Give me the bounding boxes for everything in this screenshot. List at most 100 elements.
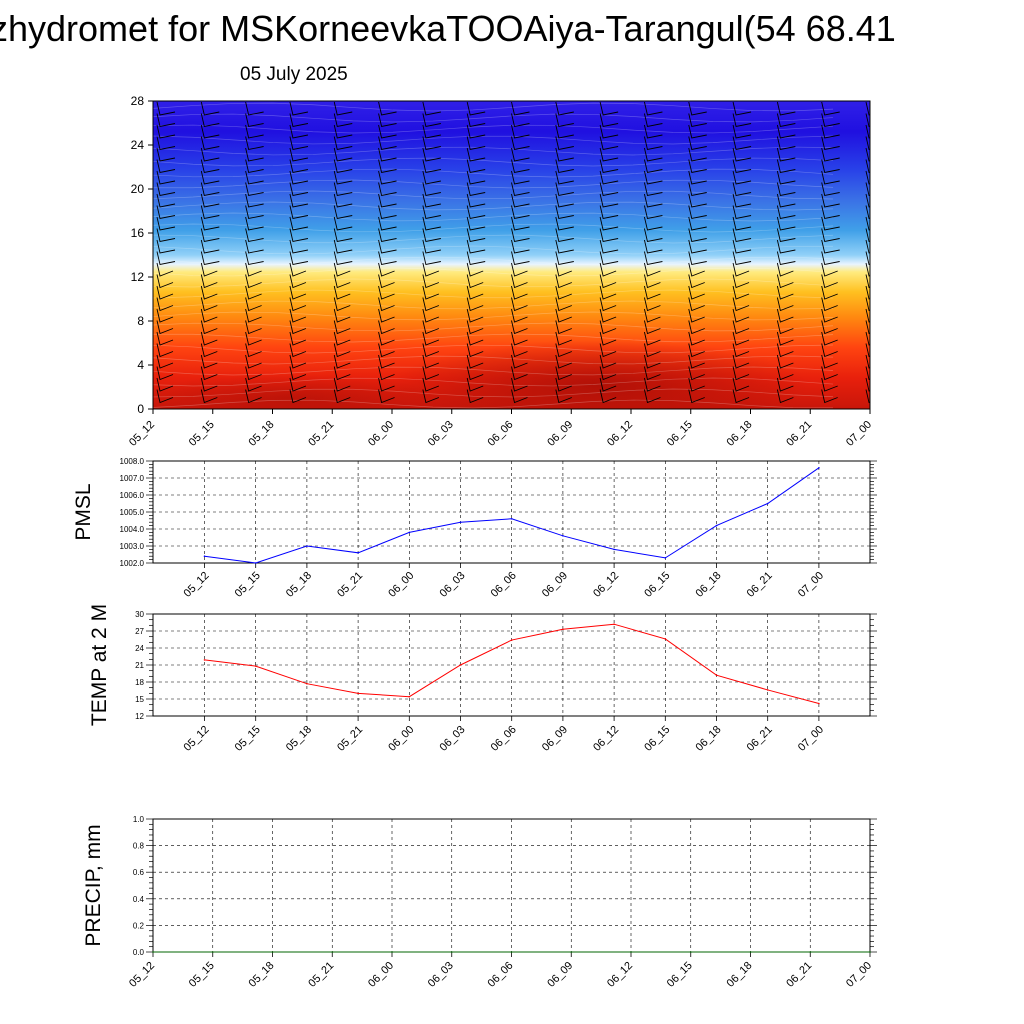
wind-barb: [821, 147, 840, 162]
wind-barb: [156, 147, 176, 162]
wind-barb: [865, 343, 870, 358]
wind-barb: [776, 354, 794, 369]
wind-barb: [643, 354, 661, 369]
wind-barb: [599, 285, 617, 300]
wind-barb: [643, 182, 663, 197]
wind-barb: [643, 101, 663, 116]
y-tick-label: 1005.0: [120, 508, 145, 517]
wind-barb: [688, 205, 707, 220]
wind-barb: [865, 216, 870, 231]
wind-barb: [333, 170, 353, 185]
data-point: [211, 951, 214, 953]
wind-barb: [643, 124, 663, 139]
wind-barb: [289, 343, 307, 358]
wind-barb: [333, 136, 353, 151]
wind-barb: [599, 147, 619, 162]
wind-barb: [200, 320, 218, 335]
wind-barb: [156, 274, 174, 289]
wind-barb: [599, 216, 619, 231]
wind-barb: [333, 216, 353, 231]
wind-barb: [333, 308, 351, 323]
wind-barb: [643, 147, 663, 162]
wind-barb: [466, 297, 484, 312]
wind-barb: [865, 147, 870, 162]
wind-barb: [245, 343, 262, 358]
wind-barb: [422, 343, 440, 358]
wind-barb: [156, 331, 174, 346]
x-tick-label: 06_03: [438, 570, 468, 600]
wind-barb: [555, 297, 572, 312]
wind-barb: [422, 216, 441, 231]
wind-barb: [200, 354, 218, 369]
wind-barb: [289, 147, 309, 162]
wind-barb: [865, 228, 870, 243]
wind-barb: [422, 239, 441, 254]
wind-barb: [200, 308, 218, 323]
wind-barb: [466, 377, 484, 392]
wind-barb: [599, 308, 617, 323]
wind-barb: [289, 308, 307, 323]
wind-barb: [643, 159, 663, 174]
wind-barb: [732, 308, 750, 323]
wind-barb: [821, 320, 838, 335]
wind-barb: [776, 170, 796, 185]
x-tick-label: 06_15: [665, 419, 695, 449]
y-tick-label: 12: [135, 712, 144, 721]
wind-barb: [511, 193, 530, 208]
wind-barb: [511, 389, 528, 404]
data-point: [408, 695, 411, 698]
wind-barb: [422, 308, 440, 323]
wind-barb: [200, 274, 218, 289]
wind-barb: [599, 274, 617, 289]
wind-barb: [821, 193, 840, 208]
wind-barb: [289, 297, 307, 312]
data-point: [450, 951, 453, 953]
wind-barb: [776, 216, 796, 231]
wind-barb: [821, 159, 840, 174]
data-point: [357, 692, 359, 695]
wind-barb: [821, 251, 840, 266]
wind-barb: [555, 343, 572, 358]
wind-barb: [555, 101, 574, 116]
wind-barb: [378, 251, 397, 266]
wind-barb: [865, 366, 870, 381]
wind-barb: [245, 354, 262, 369]
wind-barb: [732, 193, 752, 208]
wind-barb: [776, 366, 794, 381]
wind-barb: [821, 182, 840, 197]
wind-barb: [643, 216, 663, 231]
wind-barb: [821, 216, 840, 231]
wind-barb: [643, 343, 661, 358]
wind-barb: [289, 239, 309, 254]
wind-barb: [776, 343, 794, 358]
x-tick-label: 06_03: [438, 724, 468, 754]
data-point: [331, 951, 334, 953]
wind-barb: [643, 331, 661, 346]
contour-line: [153, 388, 834, 398]
wind-barb: [599, 297, 617, 312]
wind-barb: [156, 251, 176, 266]
wind-barb: [599, 366, 617, 381]
wind-barb: [555, 205, 574, 220]
wind-barb: [333, 182, 353, 197]
wind-barb: [688, 170, 707, 185]
wind-barb: [732, 377, 750, 392]
data-point: [254, 665, 257, 667]
wind-barb: [821, 354, 838, 369]
data-point: [203, 659, 206, 661]
wind-barb: [511, 124, 530, 139]
wind-barb: [245, 113, 264, 128]
x-tick-label: 05_21: [335, 724, 365, 754]
data-point: [562, 628, 564, 631]
wind-barb: [245, 320, 262, 335]
wind-barb: [466, 343, 484, 358]
wind-barb: [599, 389, 617, 404]
wind-barb: [865, 308, 870, 323]
wind-barb: [776, 228, 796, 243]
wind-barb: [643, 113, 663, 128]
wind-barb: [865, 170, 870, 185]
wind-barb: [732, 262, 750, 277]
y-tick-label: 0.4: [133, 895, 145, 904]
wind-barb: [200, 113, 220, 128]
wind-barb: [555, 262, 572, 277]
